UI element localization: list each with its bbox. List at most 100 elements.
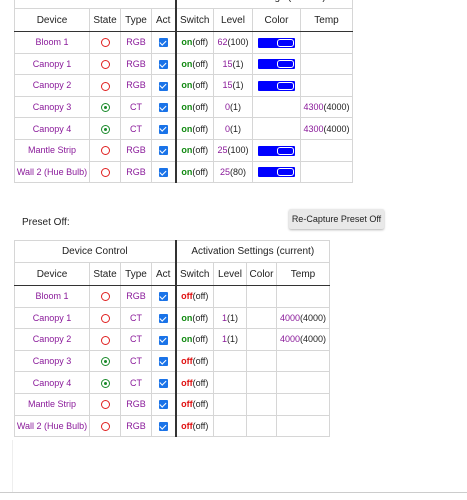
temp-cell: [300, 160, 353, 184]
switch-cell: on(off): [174, 328, 214, 351]
state-indicator[interactable]: [100, 103, 110, 113]
act-checkbox[interactable]: [158, 59, 168, 69]
device-row: Mantle Strip RGB off(off): [14, 392, 330, 416]
state-cell: [89, 52, 121, 76]
act-checkbox[interactable]: [158, 146, 168, 156]
current-value: 25: [219, 166, 230, 177]
state-indicator[interactable]: [100, 146, 110, 156]
act-cell: [151, 138, 176, 162]
setting-value: (off): [192, 145, 209, 156]
act-checkbox[interactable]: [158, 103, 168, 113]
act-checkbox[interactable]: [158, 400, 168, 410]
column-header: Level: [213, 8, 253, 32]
color-swatch: [258, 80, 295, 91]
act-checkbox[interactable]: [158, 38, 168, 48]
state-indicator[interactable]: [100, 400, 110, 410]
recapture-button[interactable]: Re-Capture Preset Off: [289, 209, 384, 229]
device-name[interactable]: Mantle Strip: [14, 392, 90, 416]
state-cell: [89, 414, 121, 438]
device-type: RGB: [120, 74, 152, 97]
color-cell: [246, 306, 277, 330]
device-row: Canopy 2 RGB on(off) 15(1): [14, 74, 353, 97]
act-checkbox[interactable]: [158, 313, 168, 323]
panel: [12, 440, 467, 492]
level-cell: [213, 349, 247, 373]
device-type: CT: [120, 95, 152, 119]
current-value: 1: [221, 334, 227, 345]
act-checkbox[interactable]: [158, 378, 168, 388]
device-name[interactable]: Canopy 2: [14, 74, 90, 97]
color-swatch: [258, 167, 295, 178]
state-indicator[interactable]: [100, 81, 110, 91]
device-name[interactable]: Mantle Strip: [14, 138, 90, 162]
level-cell: 15(1): [213, 74, 253, 97]
device-name[interactable]: Canopy 3: [14, 349, 90, 373]
device-name[interactable]: Bloom 1: [14, 285, 90, 308]
act-cell: [151, 328, 176, 351]
current-value: 1: [221, 312, 227, 323]
device-name[interactable]: Wall 2 (Hue Bulb): [14, 414, 90, 438]
current-value: 0: [224, 102, 230, 113]
state-indicator[interactable]: [100, 378, 110, 388]
act-cell: [151, 306, 176, 330]
device-name[interactable]: Canopy 4: [14, 371, 90, 394]
temp-cell: 4300(4000): [300, 117, 353, 140]
column-header: Temp: [276, 262, 330, 286]
temp-cell: 4000(4000): [276, 328, 330, 351]
act-checkbox[interactable]: [158, 335, 168, 345]
act-cell: [151, 74, 176, 97]
switch-cell: off(off): [174, 285, 214, 308]
color-cell: [246, 349, 277, 373]
state-indicator[interactable]: [100, 313, 110, 323]
state-indicator[interactable]: [100, 335, 110, 345]
device-name[interactable]: Canopy 2: [14, 328, 90, 351]
column-header: Color: [246, 262, 277, 286]
state-indicator[interactable]: [100, 167, 110, 177]
device-type: RGB: [120, 392, 152, 416]
device-type: CT: [120, 306, 152, 330]
act-cell: [151, 371, 176, 394]
act-checkbox[interactable]: [158, 292, 168, 302]
device-name[interactable]: Canopy 4: [14, 117, 90, 140]
device-name[interactable]: Bloom 1: [14, 31, 90, 54]
state-indicator[interactable]: [100, 421, 110, 431]
act-cell: [151, 31, 176, 54]
state-cell: [89, 349, 121, 373]
current-value: on: [181, 58, 193, 69]
level-cell: 1(1): [213, 306, 247, 330]
device-name[interactable]: Wall 2 (Hue Bulb): [14, 160, 90, 184]
act-checkbox[interactable]: [158, 421, 168, 431]
color-swatch: [258, 37, 295, 48]
column-header: Type: [120, 8, 152, 32]
device-row: Mantle Strip RGB on(off) 25(100): [14, 138, 353, 162]
current-value: on: [181, 312, 193, 323]
device-name[interactable]: Canopy 1: [14, 52, 90, 76]
current-value: 15: [222, 58, 233, 69]
column-header-row: Device State Type Act Switch Level Color Temp: [14, 8, 353, 32]
act-checkbox[interactable]: [158, 167, 168, 177]
state-indicator[interactable]: [100, 124, 110, 134]
temp-cell: [300, 74, 353, 97]
state-indicator[interactable]: [100, 292, 110, 302]
act-checkbox[interactable]: [158, 124, 168, 134]
state-indicator[interactable]: [100, 357, 110, 367]
act-checkbox[interactable]: [158, 81, 168, 91]
level-cell: 15(1): [213, 52, 253, 76]
setting-value: (off): [192, 123, 209, 134]
act-checkbox[interactable]: [158, 357, 168, 367]
setting-value: (1): [230, 102, 241, 113]
temp-cell: 4000(4000): [276, 306, 330, 330]
current-value: on: [181, 334, 193, 345]
setting-value: (off): [192, 334, 209, 345]
color-cell: [246, 285, 277, 308]
device-name[interactable]: Canopy 1: [14, 306, 90, 330]
current-value: on: [181, 166, 193, 177]
state-indicator[interactable]: [100, 38, 110, 48]
current-value: on: [181, 80, 193, 91]
column-header: Switch: [174, 8, 214, 32]
state-indicator[interactable]: [100, 59, 110, 69]
device-name[interactable]: Canopy 3: [14, 95, 90, 119]
state-cell: [89, 392, 121, 416]
